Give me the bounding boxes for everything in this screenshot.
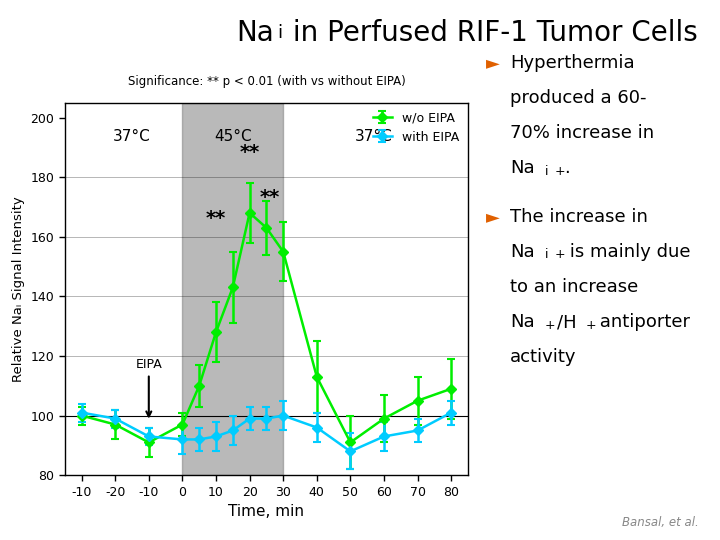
Text: 70% increase in: 70% increase in <box>510 124 654 142</box>
Text: ►: ► <box>486 54 500 72</box>
Text: ►: ► <box>486 208 500 226</box>
Text: Hyperthermia: Hyperthermia <box>510 54 634 72</box>
Text: Significance: ** p < 0.01 (with vs without EIPA): Significance: ** p < 0.01 (with vs witho… <box>127 75 405 87</box>
Y-axis label: Relative Naᵢ Signal Intensity: Relative Naᵢ Signal Intensity <box>12 196 25 382</box>
Text: .: . <box>564 159 570 177</box>
Text: +: + <box>585 319 596 332</box>
X-axis label: Time, min: Time, min <box>228 504 305 519</box>
Text: i: i <box>545 165 549 178</box>
Text: Na: Na <box>510 159 534 177</box>
Text: +: + <box>554 165 565 178</box>
Text: Na: Na <box>236 19 274 47</box>
Text: in Perfused RIF-1 Tumor Cells: in Perfused RIF-1 Tumor Cells <box>284 19 698 47</box>
Text: **: ** <box>260 188 280 207</box>
Text: 45°C: 45°C <box>214 130 251 144</box>
Text: antiporter: antiporter <box>594 313 690 331</box>
Text: i: i <box>277 24 282 42</box>
Text: Na: Na <box>510 313 534 331</box>
Legend: w/o EIPA, with EIPA: w/o EIPA, with EIPA <box>368 106 464 148</box>
Bar <box>182 103 283 475</box>
Text: +: + <box>545 319 556 332</box>
Text: /H: /H <box>557 313 576 331</box>
Text: +: + <box>554 248 565 261</box>
Text: EIPA: EIPA <box>135 358 162 416</box>
Text: The increase in: The increase in <box>510 208 647 226</box>
Text: 37°C: 37°C <box>113 130 151 144</box>
Text: 37°C: 37°C <box>355 130 393 144</box>
Text: produced a 60-: produced a 60- <box>510 89 647 107</box>
Text: activity: activity <box>510 348 576 366</box>
Text: **: ** <box>240 143 260 162</box>
Text: i: i <box>545 248 549 261</box>
Text: is mainly due: is mainly due <box>564 243 690 261</box>
Text: **: ** <box>206 209 226 228</box>
Text: to an increase: to an increase <box>510 278 638 296</box>
Text: Na: Na <box>510 243 534 261</box>
Text: Bansal, et al.: Bansal, et al. <box>621 516 698 529</box>
